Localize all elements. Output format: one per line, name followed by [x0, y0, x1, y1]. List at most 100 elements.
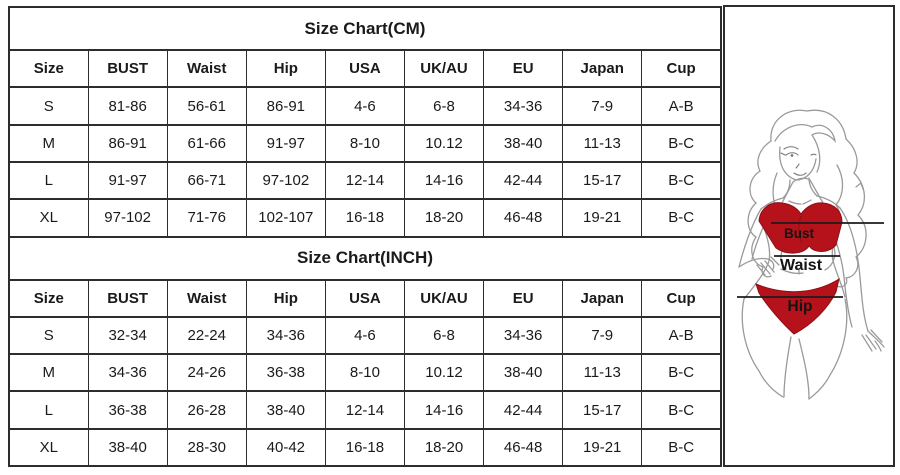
measurement-figure-panel: Bust Waist Hip	[723, 5, 895, 467]
value-cell: 11-13	[562, 353, 643, 393]
hip-label: Hip	[788, 298, 813, 315]
value-cell: 14-16	[403, 390, 485, 430]
eyebrow	[783, 146, 799, 150]
left-arm-outer	[738, 208, 762, 268]
body-outline	[738, 109, 885, 400]
measurement-lines	[737, 222, 884, 298]
column-header: Cup	[641, 49, 722, 89]
table-row: L 91-97 66-71 97-102 12-14 14-16 42-44 15-17 B-C	[8, 160, 722, 201]
value-cell: 4-6	[324, 86, 405, 126]
bikini-neck-band	[792, 177, 811, 183]
value-cell: A-B	[641, 86, 722, 126]
value-cell: 36-38	[87, 390, 168, 430]
value-cell: 91-97	[87, 160, 168, 201]
value-cell: 97-102	[87, 198, 168, 238]
value-cell: 102-107	[245, 198, 326, 238]
size-cell: XL	[8, 198, 89, 238]
table-row: L 36-38 26-28 38-40 12-14 14-16 42-44 15-17 B-C	[8, 390, 722, 430]
value-cell: 38-40	[483, 123, 564, 163]
value-cell: 24-26	[166, 353, 247, 393]
size-cell: L	[8, 390, 89, 430]
value-cell: B-C	[641, 123, 722, 163]
value-cell: 66-71	[166, 160, 247, 201]
size-cell: M	[8, 353, 89, 393]
bikini-bottom	[755, 277, 840, 335]
value-cell: B-C	[641, 160, 722, 201]
left-leg-outer	[741, 298, 784, 398]
torso-left	[743, 224, 771, 300]
value-cell: 34-36	[483, 86, 564, 126]
value-cell: 86-91	[245, 86, 326, 126]
value-cell: 18-20	[403, 198, 485, 238]
value-cell: 42-44	[483, 390, 564, 430]
value-cell: 71-76	[166, 198, 247, 238]
table-row: M 34-36 24-26 36-38 8-10 10.12 38-40 11-13 B-C	[8, 353, 722, 393]
value-cell: B-C	[641, 427, 722, 468]
column-header: UK/AU	[403, 278, 485, 318]
value-cell: 8-10	[324, 123, 405, 163]
column-header: EU	[483, 278, 564, 318]
value-cell: 14-16	[403, 160, 485, 201]
pupil	[790, 154, 794, 157]
nose	[795, 163, 800, 169]
value-cell: B-C	[641, 198, 722, 238]
value-cell: 10.12	[403, 353, 485, 393]
column-header: Waist	[166, 278, 247, 318]
table-row: XL 97-102 71-76 102-107 16-18 18-20 46-48 19-21…	[8, 198, 722, 238]
right-hand	[861, 329, 885, 352]
column-header: Size	[8, 49, 89, 89]
value-cell: 28-30	[166, 427, 247, 468]
value-cell: 15-17	[562, 390, 643, 430]
value-cell: 19-21	[562, 427, 643, 468]
bust-label: Bust	[784, 226, 815, 241]
right-arm-outer	[839, 207, 869, 332]
column-header: USA	[324, 278, 405, 318]
size-cell: M	[8, 123, 89, 163]
column-header: UK/AU	[403, 49, 485, 89]
bikini-strap-left	[781, 181, 794, 204]
value-cell: 46-48	[483, 427, 564, 468]
header-row: Size BUST Waist Hip USA UK/AU EU Japan Cup	[8, 278, 722, 318]
value-cell: 4-6	[324, 315, 405, 356]
hair-right	[836, 138, 867, 288]
column-header: BUST	[87, 278, 168, 318]
column-header: EU	[483, 49, 564, 89]
waist-label: Waist	[780, 257, 823, 274]
eye	[780, 152, 799, 156]
right-leg-outer	[808, 298, 848, 400]
measurement-labels: Bust Waist Hip	[780, 226, 823, 315]
column-header: Size	[8, 278, 89, 318]
table-title: Size Chart(INCH)	[9, 235, 721, 281]
column-header: Hip	[245, 49, 326, 89]
column-header: USA	[324, 49, 405, 89]
value-cell: 7-9	[562, 86, 643, 126]
value-cell: 6-8	[403, 86, 485, 126]
value-cell: 11-13	[562, 123, 643, 163]
table-title-row: Size Chart(INCH)	[9, 235, 721, 281]
column-header: Japan	[562, 49, 643, 89]
value-cell: 38-40	[483, 353, 564, 393]
value-cell: 91-97	[245, 123, 326, 163]
column-header: Cup	[641, 278, 722, 318]
column-header: BUST	[87, 49, 168, 89]
hair-wisp	[855, 181, 864, 190]
value-cell: 38-40	[245, 390, 326, 430]
value-cell: 81-86	[87, 86, 168, 126]
value-cell: 12-14	[324, 160, 405, 201]
bikini-top-seam	[798, 215, 803, 244]
value-cell: 16-18	[324, 427, 405, 468]
value-cell: 15-17	[562, 160, 643, 201]
cm-size-table-body: Size Chart(CM) Size BUST Waist Hip USA UK/AU EU…	[8, 5, 722, 238]
table-title-row: Size Chart(CM)	[9, 5, 721, 52]
table-row: XL 38-40 28-30 40-42 16-18 18-20 46-48 19-21 B-C	[8, 427, 722, 468]
column-header: Waist	[166, 49, 247, 89]
value-cell: 86-91	[87, 123, 168, 163]
value-cell: 34-36	[87, 353, 168, 393]
value-cell: B-C	[641, 390, 722, 430]
value-cell: A-B	[641, 315, 722, 356]
table-row: M 86-91 61-66 91-97 8-10 10.12 38-40 11-13 B-C	[8, 123, 722, 163]
collarbone-left	[788, 200, 802, 205]
value-cell: 19-21	[562, 198, 643, 238]
size-chart-table: Size Chart(CM) Size BUST Waist Hip USA UK/AU EU…	[8, 5, 722, 468]
